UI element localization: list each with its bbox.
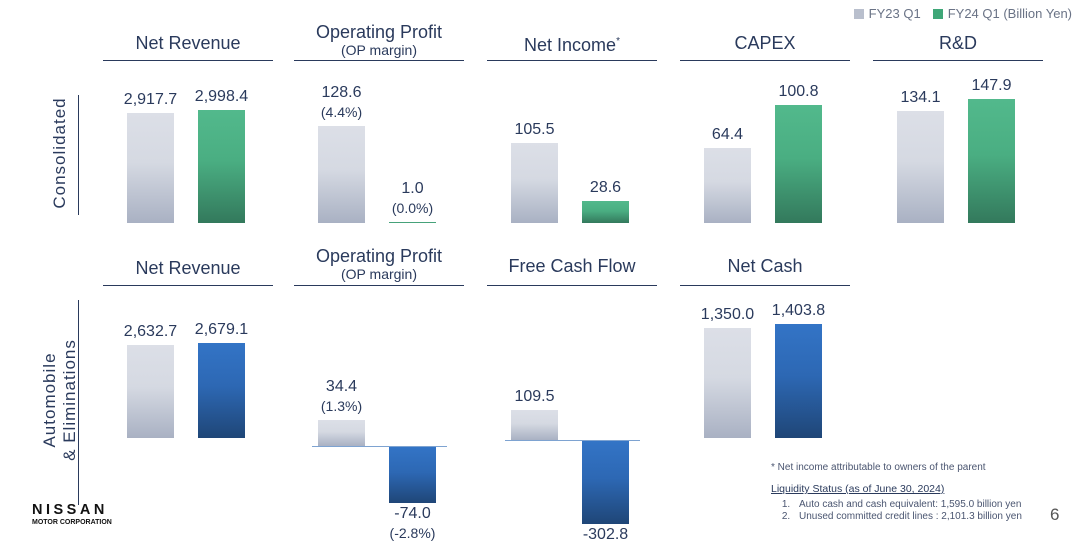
value-label: 1.0 <box>401 180 424 197</box>
chart-title: CAPEX <box>680 33 850 53</box>
bar-fy23 <box>318 420 365 446</box>
chart-subtitle: (OP margin) <box>341 266 417 282</box>
bar-fy23 <box>704 147 751 223</box>
notes: * Net income attributable to owners of t… <box>771 462 1022 523</box>
value-label: 2,917.7 <box>123 91 178 108</box>
chart-title-text: Net Revenue <box>135 258 241 278</box>
value-label: 34.4 <box>325 378 358 395</box>
bar-fy23 <box>704 328 751 438</box>
chart-title-text: CAPEX <box>734 33 796 53</box>
value-label: 105.5 <box>514 121 555 138</box>
chart-title-underline <box>873 60 1043 61</box>
bar-fy23 <box>511 143 558 223</box>
legend-item-fy24: FY24 Q1 (Billion Yen) <box>932 6 1072 21</box>
margin-label: (0.0%) <box>391 200 434 216</box>
legend-swatch-icon <box>853 9 864 19</box>
chart-title: Net Revenue <box>103 33 273 53</box>
margin-label: (4.4%) <box>320 104 363 120</box>
zero-baseline <box>505 440 640 441</box>
bar-fy24 <box>968 99 1015 223</box>
value-label: 1,350.0 <box>700 306 755 323</box>
chart-title-underline <box>294 285 464 286</box>
footnote: * Net income attributable to owners of t… <box>771 462 986 473</box>
chart-title-underline <box>487 60 657 61</box>
page-number: 6 <box>1050 505 1060 524</box>
bar-fy24 <box>775 323 822 438</box>
chart-title-text: Operating Profit <box>315 22 443 42</box>
chart-title: Net Income* <box>487 32 657 55</box>
value-label: 28.6 <box>589 179 622 197</box>
chart-title-text: Operating Profit <box>315 246 443 266</box>
liquidity-item: Unused committed credit lines : 2,101.3 … <box>793 511 1022 523</box>
value-label: 2,632.7 <box>123 323 178 340</box>
bar-fy23 <box>511 410 558 440</box>
value-label: 64.4 <box>711 125 744 143</box>
liquidity-item: Auto cash and cash equivalent: 1,595.0 b… <box>793 499 1022 511</box>
bar-fy24 <box>198 343 245 438</box>
logo-sub: MOTOR CORPORATION <box>32 519 112 526</box>
section-label-automobile: Automobile & Eliminations <box>40 320 80 480</box>
legend-swatch-icon <box>932 9 943 19</box>
bar-fy24 <box>389 222 436 223</box>
chart-title: Net Cash <box>680 256 850 276</box>
chart-title-underline <box>487 285 657 286</box>
chart-title-text: R&D <box>938 33 977 53</box>
chart-subtitle: (OP margin) <box>341 42 417 58</box>
chart-title: Operating Profit <box>294 246 464 266</box>
bar-fy24 <box>582 441 629 524</box>
value-label: -74.0 <box>394 504 431 522</box>
chart-title-text: Free Cash Flow <box>508 256 636 276</box>
chart-title: Net Revenue <box>103 258 273 278</box>
chart-title: Operating Profit <box>294 22 464 42</box>
section-label-line: & Eliminations <box>60 339 79 461</box>
value-label: 128.6 <box>321 84 362 101</box>
section-label-consolidated: Consolidated <box>50 97 69 209</box>
margin-label: (1.3%) <box>320 398 363 414</box>
bar-fy23 <box>318 126 365 223</box>
zero-baseline <box>312 446 447 447</box>
value-label: 134.1 <box>900 88 941 106</box>
logo-name: NISSAN <box>32 502 108 518</box>
chart-title-underline <box>294 60 464 61</box>
bar-fy24 <box>198 109 245 223</box>
bar-fy23 <box>897 110 944 223</box>
chart-title: Free Cash Flow <box>487 256 657 276</box>
value-label: 109.5 <box>514 388 555 405</box>
chart-title-underline <box>680 60 850 61</box>
section-divider <box>78 300 79 505</box>
bar-fy24 <box>389 447 436 503</box>
legend: FY23 Q1 FY24 Q1 (Billion Yen) <box>853 6 1072 21</box>
chart-title: R&D <box>873 33 1043 53</box>
chart-title-underline <box>103 285 273 286</box>
liquidity-list: Auto cash and cash equivalent: 1,595.0 b… <box>771 499 1022 523</box>
chart-title-underline <box>103 60 273 61</box>
margin-label: (-2.8%) <box>389 524 436 541</box>
bar-fy24 <box>582 201 629 223</box>
value-label: 147.9 <box>971 77 1012 94</box>
section-divider <box>78 95 79 215</box>
bar-fy24 <box>775 105 822 223</box>
chart-title-text: Net Revenue <box>135 33 241 53</box>
bar-fy23 <box>127 345 174 438</box>
section-label-line: Automobile <box>40 352 59 448</box>
liquidity-title: Liquidity Status (as of June 30, 2024) <box>771 483 945 495</box>
nissan-logo: NISSAN MOTOR CORPORATION <box>32 502 112 526</box>
value-label: 2,998.4 <box>194 87 249 105</box>
value-label: 1,403.8 <box>771 301 826 319</box>
footnote-mark: * <box>616 36 620 47</box>
value-label: -302.8 <box>582 525 629 542</box>
value-label: 100.8 <box>778 83 819 100</box>
legend-item-fy23: FY23 Q1 <box>853 6 921 21</box>
chart-title-underline <box>680 285 850 286</box>
chart-title-text: Net Cash <box>727 256 803 276</box>
value-label: 2,679.1 <box>194 321 249 339</box>
bar-fy23 <box>127 113 174 223</box>
chart-title-text: Net Income <box>524 35 617 55</box>
